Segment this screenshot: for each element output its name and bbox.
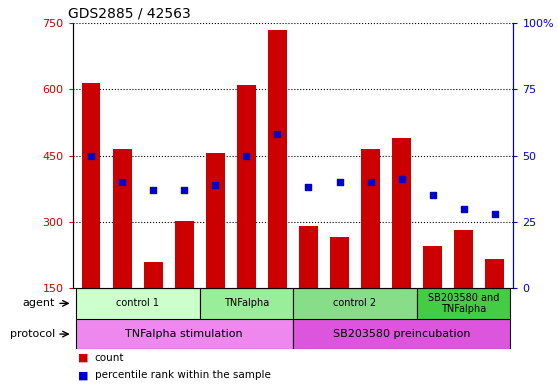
- Point: [242, 152, 251, 159]
- Bar: [76, 288, 200, 319]
- Point: [397, 176, 406, 182]
- Bar: [237, 85, 256, 288]
- Text: percentile rank within the sample: percentile rank within the sample: [95, 370, 271, 381]
- Text: ■: ■: [78, 370, 89, 381]
- Bar: [144, 262, 162, 288]
- Text: TNFalpha: TNFalpha: [224, 298, 269, 308]
- Bar: [417, 288, 510, 319]
- Point: [86, 152, 95, 159]
- Text: count: count: [95, 353, 124, 363]
- Bar: [299, 226, 318, 288]
- Point: [428, 192, 437, 198]
- Point: [180, 187, 189, 193]
- Point: [490, 211, 499, 217]
- Bar: [268, 30, 287, 288]
- Text: TNFalpha stimulation: TNFalpha stimulation: [126, 329, 243, 339]
- Bar: [113, 149, 132, 288]
- Bar: [361, 149, 380, 288]
- Text: SB203580 preincubation: SB203580 preincubation: [333, 329, 470, 339]
- Bar: [206, 153, 225, 288]
- Bar: [293, 288, 417, 319]
- Point: [211, 182, 220, 188]
- Bar: [454, 230, 473, 288]
- Bar: [424, 246, 442, 288]
- Bar: [392, 138, 411, 288]
- Text: SB203580 and
TNFalpha: SB203580 and TNFalpha: [428, 293, 499, 314]
- Bar: [82, 83, 100, 288]
- Bar: [200, 288, 293, 319]
- Bar: [485, 259, 504, 288]
- Text: control 1: control 1: [116, 298, 159, 308]
- Point: [366, 179, 375, 185]
- Point: [304, 184, 313, 190]
- Text: control 2: control 2: [334, 298, 377, 308]
- Text: ■: ■: [78, 353, 89, 363]
- Bar: [330, 237, 349, 288]
- Point: [149, 187, 158, 193]
- Text: protocol: protocol: [9, 329, 55, 339]
- Bar: [175, 221, 194, 288]
- Text: GDS2885 / 42563: GDS2885 / 42563: [68, 7, 191, 20]
- Point: [273, 131, 282, 137]
- Point: [335, 179, 344, 185]
- Text: agent: agent: [22, 298, 55, 308]
- Point: [118, 179, 127, 185]
- Point: [459, 205, 468, 212]
- Bar: [293, 319, 510, 349]
- Bar: [76, 319, 293, 349]
